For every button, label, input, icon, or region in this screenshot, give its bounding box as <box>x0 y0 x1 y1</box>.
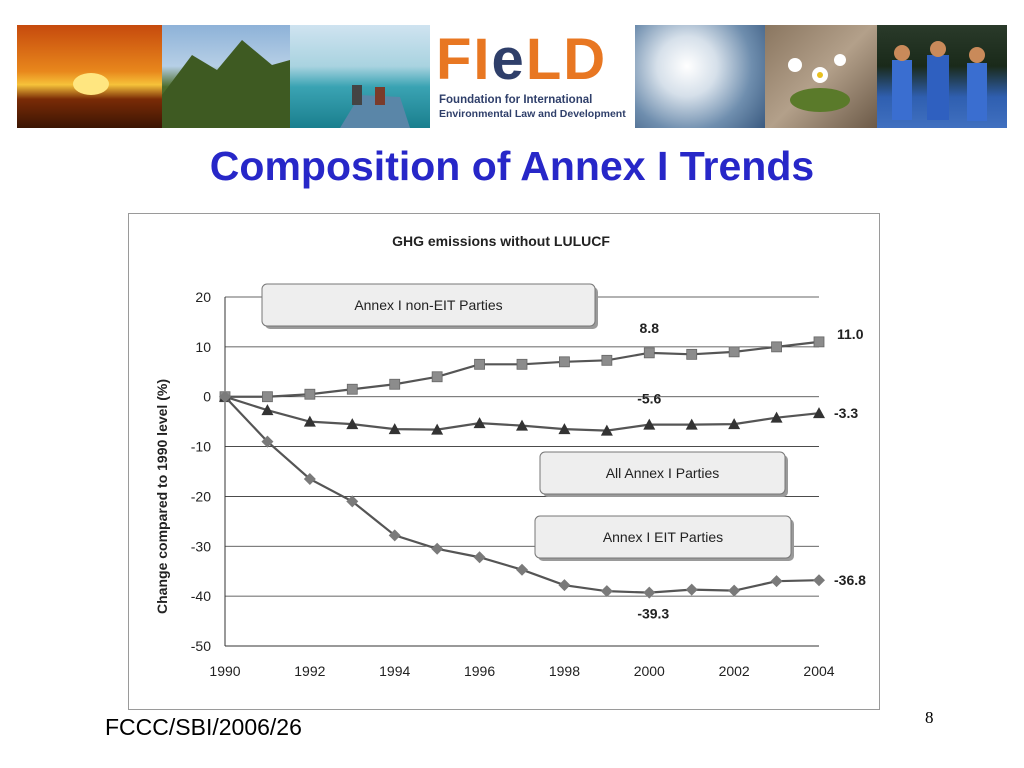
y-tick-label: -50 <box>191 638 211 654</box>
data-label: 11.0 <box>837 326 864 342</box>
x-tick-label: 1998 <box>549 663 580 679</box>
data-point-triangle <box>431 423 444 435</box>
data-point-diamond <box>303 472 316 485</box>
x-tick-label: 1994 <box>379 663 410 679</box>
data-point-triangle <box>558 423 571 435</box>
data-point-diamond <box>388 529 401 542</box>
flowers-photo <box>765 25 877 128</box>
y-tick-label: -10 <box>191 439 211 455</box>
field-logo: FIeLD Foundation for International Envir… <box>430 25 635 128</box>
data-label: -3.3 <box>834 405 858 421</box>
data-label: -39.3 <box>637 606 669 622</box>
data-point-square <box>431 371 443 383</box>
data-point-square <box>643 347 655 359</box>
boat-sea-photo <box>290 25 430 128</box>
emissions-chart: GHG emissions without LULUCF 20 10 0 -10 -20 -… <box>154 233 866 679</box>
legend-label: Annex I EIT Parties <box>603 529 723 545</box>
data-point-diamond <box>685 583 698 596</box>
data-point-triangle <box>473 417 486 429</box>
y-tick-label: 10 <box>195 339 211 355</box>
data-point-triangle <box>303 415 316 427</box>
chart-title: GHG emissions without LULUCF <box>392 233 610 249</box>
sunset-photo <box>17 25 162 128</box>
data-point-triangle <box>813 407 825 419</box>
data-point-diamond <box>219 390 231 403</box>
y-tick-label: 0 <box>203 389 211 405</box>
y-tick-label: -20 <box>191 488 211 504</box>
data-point-triangle <box>728 418 741 430</box>
y-tick-label: -30 <box>191 538 211 554</box>
data-point-diamond <box>600 585 613 598</box>
data-point-square <box>728 346 740 358</box>
chart-frame: GHG emissions without LULUCF 20 10 0 -10 -20 -… <box>128 213 880 710</box>
data-point-triangle <box>261 404 274 416</box>
dancers-photo <box>877 25 1007 128</box>
data-point-diamond <box>346 495 359 508</box>
data-point-triangle <box>770 411 783 423</box>
data-point-triangle <box>388 423 401 435</box>
legend-label: All Annex I Parties <box>606 465 720 481</box>
legend-box <box>539 451 786 495</box>
x-tick-label: 1990 <box>209 663 240 679</box>
y-axis-label: Change compared to 1990 level (%) <box>154 379 170 614</box>
mountain-photo <box>162 25 290 128</box>
data-label: -5.6 <box>637 391 661 407</box>
data-point-square <box>389 378 401 390</box>
clouds-photo <box>635 25 765 128</box>
x-tick-label: 1996 <box>464 663 495 679</box>
data-point-triangle <box>346 418 359 430</box>
logo-tagline-1: Foundation for International <box>439 94 593 106</box>
data-label: -36.8 <box>834 572 866 588</box>
data-point-triangle <box>600 424 613 436</box>
data-point-square <box>262 391 273 403</box>
logo-tagline-2: Environmental Law and Development <box>439 108 626 120</box>
data-point-triangle <box>643 418 656 430</box>
data-point-diamond <box>813 574 825 587</box>
data-point-square <box>304 388 316 400</box>
data-point-square <box>601 354 613 366</box>
source-reference: FCCC/SBI/2006/26 <box>105 714 302 740</box>
data-point-square <box>771 341 782 353</box>
x-tick-label: 1992 <box>294 663 325 679</box>
legend-label: Annex I non-EIT Parties <box>354 297 502 313</box>
data-point-square <box>813 336 825 348</box>
data-label: 8.8 <box>640 320 660 336</box>
y-tick-label: -40 <box>191 588 211 604</box>
data-point-triangle <box>685 418 698 430</box>
header-banner <box>17 25 1007 128</box>
data-point-diamond <box>728 584 741 597</box>
data-point-square <box>516 358 528 370</box>
data-point-square <box>346 383 358 395</box>
data-point-diamond <box>261 435 274 448</box>
legend-box <box>534 515 792 559</box>
legend-box <box>261 283 596 327</box>
data-point-triangle <box>516 419 528 431</box>
x-tick-label: 2002 <box>719 663 750 679</box>
data-point-square <box>474 358 485 370</box>
data-point-square <box>559 356 570 368</box>
data-point-diamond <box>516 563 528 576</box>
page-number: 8 <box>925 708 934 727</box>
data-point-diamond <box>558 579 571 592</box>
data-point-diamond <box>770 575 783 588</box>
slide-title: Composition of Annex I Trends <box>209 143 815 189</box>
data-point-square <box>686 348 698 360</box>
data-point-diamond <box>431 542 444 555</box>
x-tick-label: 2004 <box>803 663 834 679</box>
x-tick-label: 2000 <box>634 663 665 679</box>
logo-wordmark: FIeLD <box>436 27 608 92</box>
data-point-diamond <box>473 551 486 564</box>
data-point-diamond <box>643 586 656 599</box>
y-tick-label: 20 <box>195 289 211 305</box>
